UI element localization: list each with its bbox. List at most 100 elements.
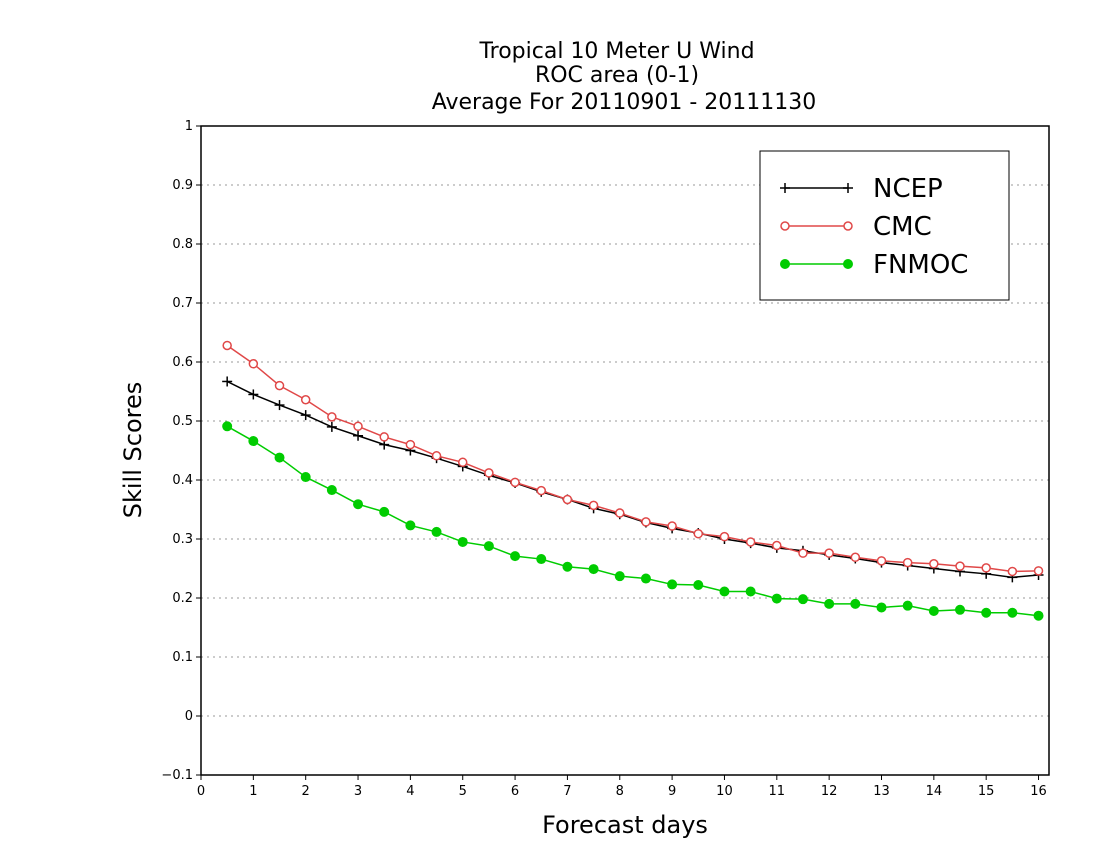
- legend-label: NCEP: [873, 174, 943, 204]
- legend-label: CMC: [873, 212, 932, 242]
- x-tick-label: 13: [873, 784, 890, 799]
- open-circle-marker: [902, 557, 913, 568]
- open-circle-marker: [1033, 566, 1044, 576]
- y-tick-label: 0.7: [172, 296, 193, 311]
- open-circle-marker: [981, 563, 991, 573]
- chart-title: Tropical 10 Meter U Wind: [478, 39, 754, 64]
- filled-circle-marker: [379, 506, 390, 517]
- filled-circle-marker: [928, 605, 939, 616]
- filled-circle-marker: [1007, 607, 1018, 618]
- series-line: [226, 344, 1039, 573]
- open-circle-marker: [300, 395, 311, 405]
- filled-circle-marker: [797, 594, 808, 605]
- open-circle-marker: [353, 421, 363, 432]
- open-circle-marker: [222, 340, 232, 351]
- filled-circle-marker: [326, 485, 337, 496]
- open-circle-marker: [431, 451, 442, 461]
- filled-circle-marker: [824, 598, 835, 609]
- filled-circle-marker: [510, 551, 521, 562]
- open-circle-marker: [719, 531, 730, 542]
- open-circle-marker: [379, 432, 389, 442]
- legend-entry-ncep: NCEP: [780, 174, 943, 204]
- filled-circle-marker: [981, 607, 992, 618]
- open-circle-marker: [457, 457, 468, 468]
- filled-circle-marker: [614, 571, 625, 582]
- filled-circle-marker: [405, 520, 416, 531]
- y-tick-label: 0.3: [172, 532, 193, 547]
- filled-circle-marker: [771, 593, 782, 604]
- open-circle-marker: [843, 221, 853, 231]
- x-tick-label: 7: [563, 784, 571, 799]
- filled-circle-marker: [274, 452, 285, 463]
- legend-entry-fnmoc: FNMOC: [780, 250, 968, 280]
- series-line: [226, 425, 1039, 617]
- series-ncep: [222, 376, 1044, 583]
- series-cmc: [222, 340, 1044, 577]
- filled-circle-marker: [222, 421, 233, 432]
- y-tick-label: 0.6: [172, 355, 193, 370]
- y-tick-label: 0.4: [172, 473, 193, 488]
- legend: NCEP CMC FNMOC: [759, 150, 1010, 301]
- chart-subtitle-period: Average For 20110901 - 20111130: [432, 90, 817, 115]
- open-circle-marker: [667, 521, 677, 531]
- y-tick-label: 0.5: [172, 414, 193, 429]
- filled-circle-marker: [1033, 610, 1044, 621]
- filled-circle-marker: [353, 499, 364, 510]
- x-tick-label: 1: [249, 784, 257, 799]
- legend-label: FNMOC: [873, 250, 968, 280]
- filled-circle-marker: [843, 259, 853, 269]
- filled-circle-marker: [876, 602, 887, 613]
- y-tick-label: 1: [185, 119, 193, 134]
- x-tick-label: 9: [668, 784, 676, 799]
- axis-ticks: −0.100.10.20.30.40.50.60.70.80.910 1 2 3 4 5 6…: [161, 119, 1046, 799]
- open-circle-marker: [929, 559, 939, 569]
- y-tick-label: −0.1: [161, 768, 193, 783]
- series-line: [226, 380, 1039, 579]
- open-circle-marker: [562, 494, 573, 505]
- x-tick-label: 15: [978, 784, 995, 799]
- open-circle-marker: [876, 556, 887, 566]
- x-tick-label: 3: [354, 784, 362, 799]
- filled-circle-marker: [850, 598, 861, 609]
- x-tick-label: 6: [511, 784, 519, 799]
- y-tick-label: 0.8: [172, 237, 193, 252]
- y-axis-title: Skill Scores: [119, 382, 147, 519]
- filled-circle-marker: [562, 561, 573, 572]
- open-circle-marker: [798, 548, 808, 558]
- x-tick-label: 4: [406, 784, 414, 799]
- filled-circle-marker: [955, 604, 966, 615]
- open-circle-marker: [405, 439, 416, 450]
- filled-circle-marker: [693, 580, 704, 591]
- filled-circle-marker: [780, 259, 790, 269]
- filled-circle-marker: [745, 586, 756, 597]
- plot-frame: [200, 125, 1050, 776]
- filled-circle-marker: [248, 436, 259, 447]
- x-tick-label: 8: [616, 784, 624, 799]
- open-circle-marker: [850, 552, 861, 563]
- open-circle-marker: [824, 548, 834, 558]
- open-circle-marker: [484, 468, 494, 478]
- open-circle-marker: [588, 500, 599, 511]
- x-tick-label: 0: [197, 784, 205, 799]
- open-circle-marker: [615, 508, 625, 518]
- x-tick-label: 10: [716, 784, 733, 799]
- x-tick-label: 2: [302, 784, 310, 799]
- y-tick-label: 0: [185, 709, 193, 724]
- open-circle-marker: [510, 477, 520, 488]
- y-tick-label: 0.9: [172, 178, 193, 193]
- filled-circle-marker: [536, 554, 547, 565]
- y-tick-label: 0.2: [172, 591, 193, 606]
- filled-circle-marker: [483, 541, 494, 552]
- open-circle-marker: [1007, 566, 1018, 577]
- open-circle-marker: [780, 221, 790, 231]
- x-tick-label: 11: [769, 784, 786, 799]
- filled-circle-marker: [719, 586, 730, 597]
- open-circle-marker: [641, 517, 651, 527]
- x-tick-label: 12: [821, 784, 838, 799]
- open-circle-marker: [536, 485, 546, 496]
- open-circle-marker: [248, 359, 259, 369]
- open-circle-marker: [955, 561, 965, 571]
- filled-circle-marker: [431, 526, 442, 537]
- x-tick-label: 14: [926, 784, 943, 799]
